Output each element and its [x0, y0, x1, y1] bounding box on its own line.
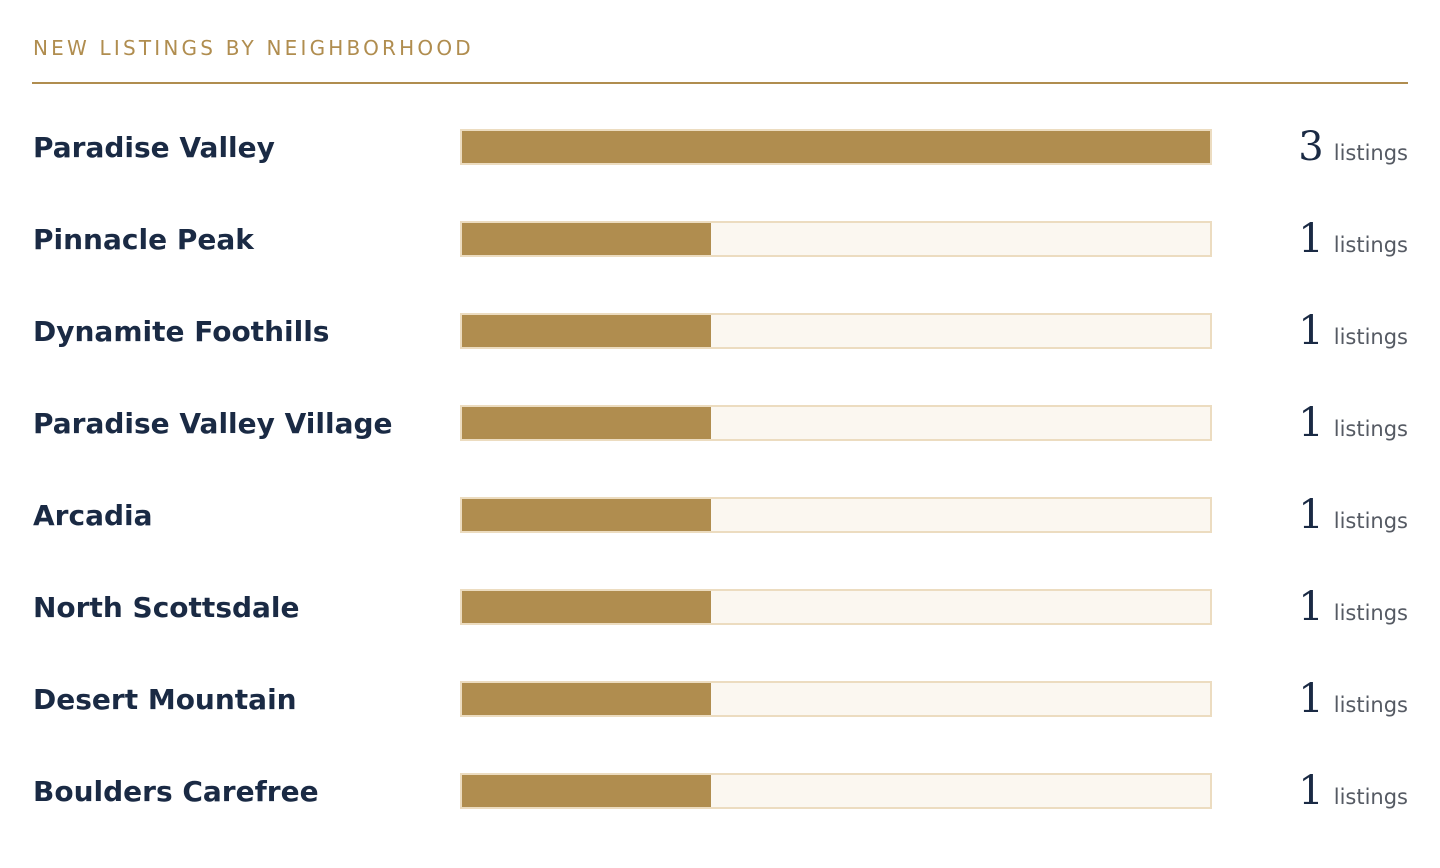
category-label: Boulders Carefree	[33, 775, 319, 808]
unit-label: listings	[1333, 325, 1408, 349]
unit-label: listings	[1333, 417, 1408, 441]
category-label: Dynamite Foothills	[33, 315, 330, 348]
value-label: 3	[1298, 124, 1324, 170]
category-label: Pinnacle Peak	[33, 223, 254, 256]
value-label-group: 3 listings	[1298, 122, 1408, 172]
bar-row: Dynamite Foothills 1 listings	[0, 308, 1440, 404]
bar-row: Arcadia 1 listings	[0, 492, 1440, 588]
value-label: 1	[1298, 584, 1324, 630]
value-label: 1	[1298, 492, 1324, 538]
bar-track	[460, 405, 1212, 441]
bar	[462, 131, 1210, 163]
category-label: Paradise Valley Village	[33, 407, 393, 440]
unit-label: listings	[1333, 233, 1408, 257]
value-label-group: 1 listings	[1298, 766, 1408, 816]
bar-row: Paradise Valley 3 listings	[0, 124, 1440, 220]
bar	[462, 315, 712, 347]
unit-label: listings	[1333, 693, 1408, 717]
value-label: 1	[1298, 216, 1324, 262]
value-label: 1	[1298, 676, 1324, 722]
bar-row: North Scottsdale 1 listings	[0, 584, 1440, 680]
category-label: North Scottsdale	[33, 591, 300, 624]
value-label-group: 1 listings	[1298, 674, 1408, 724]
category-label: Arcadia	[33, 499, 153, 532]
value-label-group: 1 listings	[1298, 490, 1408, 540]
bar-track	[460, 589, 1212, 625]
bar-row: Boulders Carefree 1 listings	[0, 768, 1440, 864]
bar-row: Desert Mountain 1 listings	[0, 676, 1440, 772]
unit-label: listings	[1333, 601, 1408, 625]
bar-track	[460, 129, 1212, 165]
value-label: 1	[1298, 400, 1324, 446]
bar	[462, 591, 712, 623]
bar	[462, 223, 712, 255]
value-label-group: 1 listings	[1298, 398, 1408, 448]
bar-track	[460, 221, 1212, 257]
bar-row: Paradise Valley Village 1 listings	[0, 400, 1440, 496]
bar-track	[460, 773, 1212, 809]
category-label: Desert Mountain	[33, 683, 297, 716]
bar	[462, 407, 712, 439]
value-label-group: 1 listings	[1298, 214, 1408, 264]
chart-title: NEW LISTINGS BY NEIGHBORHOOD	[33, 36, 474, 60]
value-label: 1	[1298, 768, 1324, 814]
bar	[462, 683, 712, 715]
bar	[462, 499, 712, 531]
bar-row: Pinnacle Peak 1 listings	[0, 216, 1440, 312]
unit-label: listings	[1333, 509, 1408, 533]
value-label-group: 1 listings	[1298, 306, 1408, 356]
unit-label: listings	[1333, 785, 1408, 809]
value-label: 1	[1298, 308, 1324, 354]
bar-track	[460, 313, 1212, 349]
bar-track	[460, 681, 1212, 717]
unit-label: listings	[1333, 141, 1408, 165]
category-label: Paradise Valley	[33, 131, 275, 164]
bar	[462, 775, 712, 807]
value-label-group: 1 listings	[1298, 582, 1408, 632]
title-divider	[32, 82, 1408, 84]
bar-track	[460, 497, 1212, 533]
